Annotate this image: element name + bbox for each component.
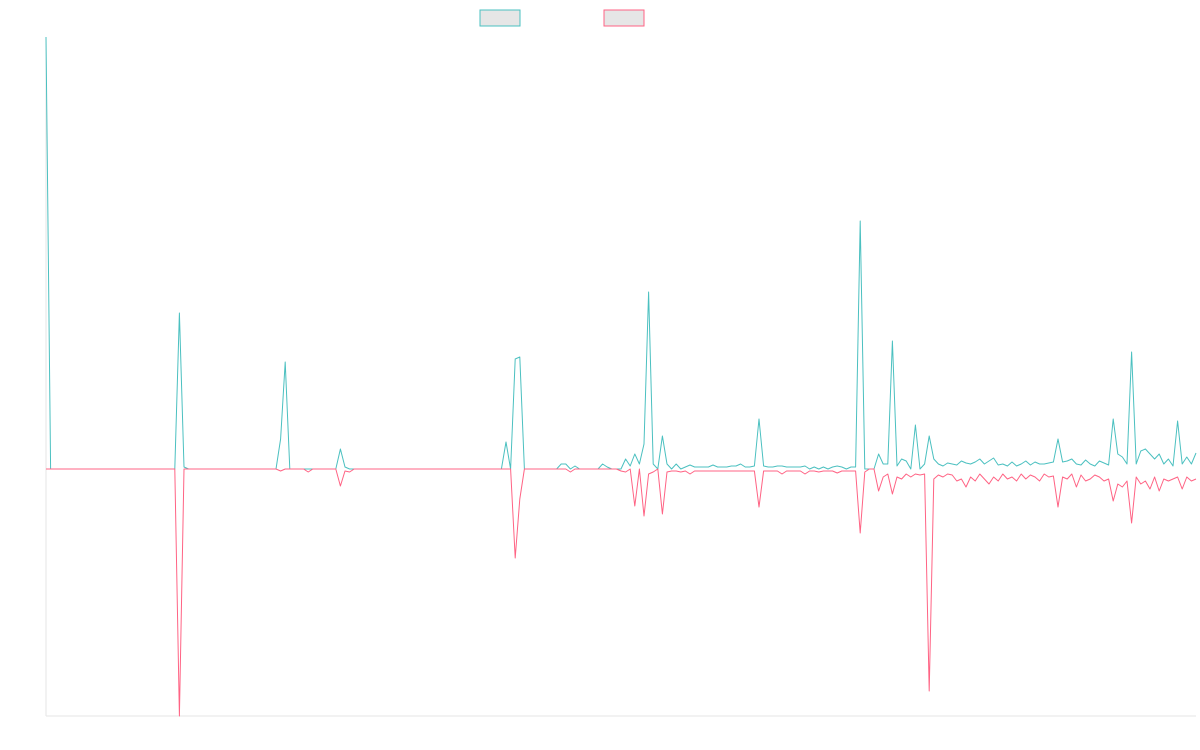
legend-swatch [603,9,645,27]
series-line [45,36,1197,470]
legend-swatch [479,9,521,27]
series-line [46,468,1197,717]
